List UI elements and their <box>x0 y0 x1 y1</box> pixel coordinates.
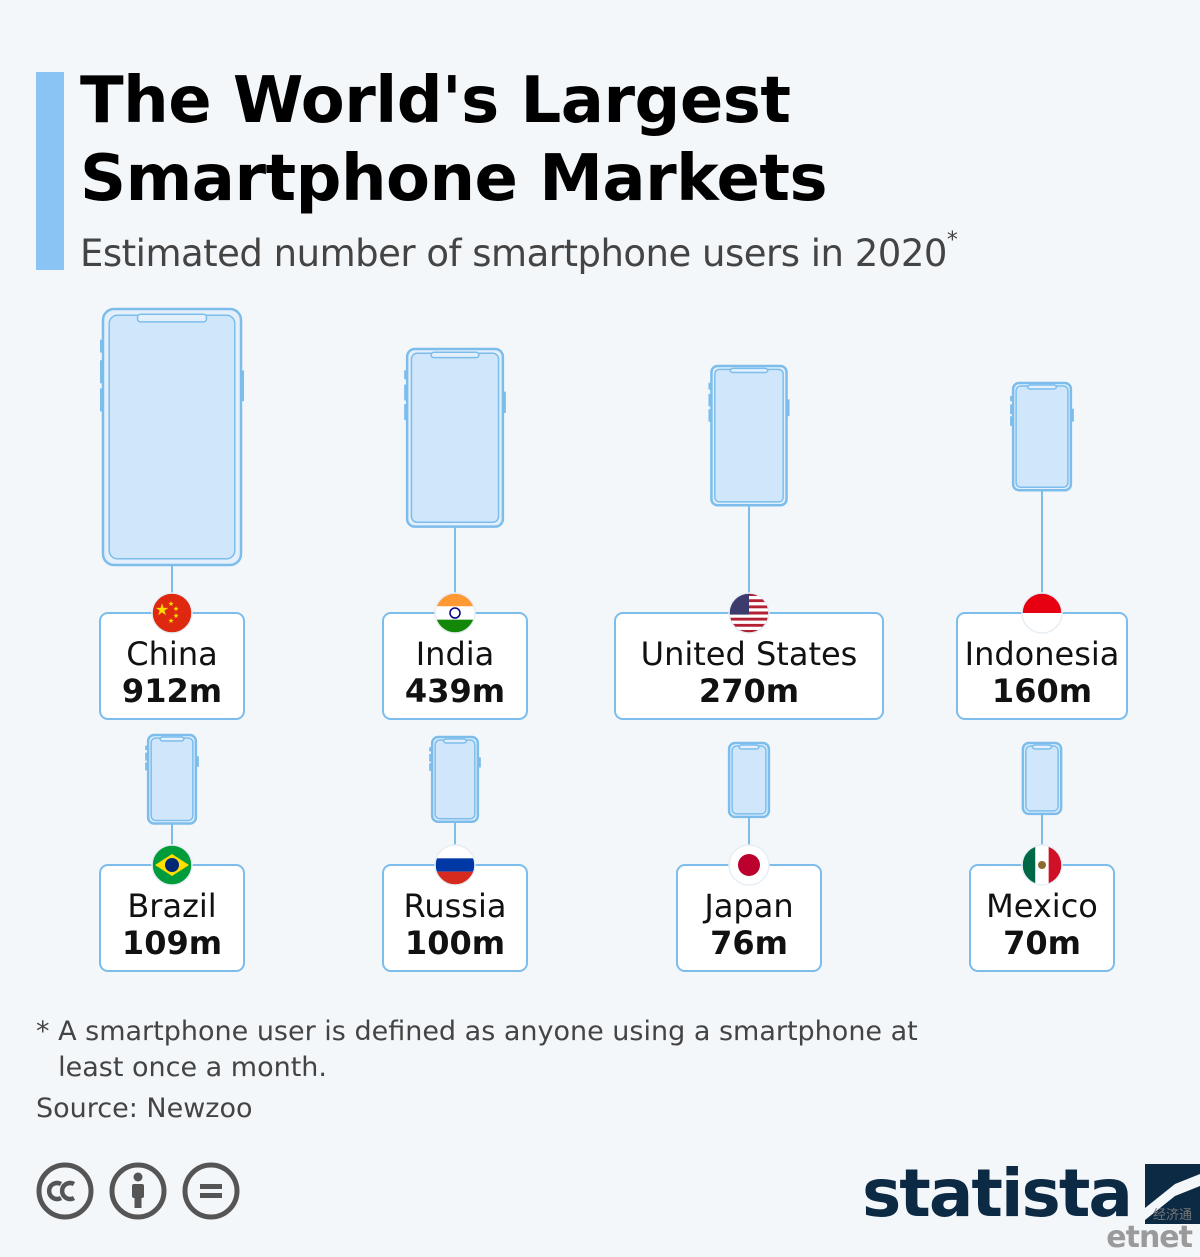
value-label: 160m <box>992 672 1092 710</box>
subtitle: Estimated number of smartphone users in … <box>80 228 958 275</box>
statista-logo-icon <box>1144 1163 1200 1224</box>
value-label: 109m <box>122 924 222 962</box>
country-label: Brazil <box>127 887 216 925</box>
country-label: Japan <box>702 887 793 925</box>
phone-icon <box>727 741 771 819</box>
cc-icon[interactable] <box>36 1162 94 1220</box>
value-label: 912m <box>122 672 222 710</box>
phone-icon <box>100 307 244 567</box>
phone-icon <box>429 735 481 824</box>
title-line-2: Smartphone Markets <box>80 142 828 216</box>
china-flag: ★★★★★ <box>152 593 192 633</box>
etnet-watermark: 经济通 etnet <box>1106 1204 1193 1255</box>
country-label: China <box>126 635 217 673</box>
title-accent-bar <box>36 72 64 270</box>
watermark-en: etnet <box>1106 1220 1193 1255</box>
country-label: United States <box>641 635 858 673</box>
japan-flag <box>729 845 769 885</box>
country-label: Indonesia <box>965 635 1120 673</box>
svg-text:★: ★ <box>168 600 174 608</box>
brazil-flag <box>152 845 192 885</box>
country-label: Russia <box>404 887 507 925</box>
no-derivatives-icon[interactable] <box>182 1162 240 1220</box>
attribution-icon[interactable] <box>109 1162 167 1220</box>
svg-text:★: ★ <box>155 600 169 619</box>
page-title: The World's Largest Smartphone Markets <box>80 62 828 218</box>
title-line-1: The World's Largest <box>80 64 791 138</box>
phone-icon <box>145 733 199 825</box>
indonesia-flag <box>1022 593 1062 633</box>
source-text: Source: Newzoo <box>36 1093 253 1124</box>
svg-text:★: ★ <box>173 612 179 620</box>
svg-text:★: ★ <box>173 605 179 613</box>
country-label: India <box>416 635 495 673</box>
statista-brand[interactable]: statista <box>862 1155 1200 1232</box>
subtitle-text: Estimated number of smartphone users in … <box>80 232 947 275</box>
footnote-text: A smartphone user is defined as anyone u… <box>58 1016 918 1083</box>
value-label: 70m <box>1003 924 1081 962</box>
svg-text:★: ★ <box>168 617 174 625</box>
subtitle-footnote-mark: * <box>946 228 958 253</box>
value-label: 270m <box>699 672 799 710</box>
watermark-cn: 经济通 <box>1152 1208 1192 1223</box>
phone-icon <box>1021 741 1063 816</box>
footnote-mark: * <box>36 1016 50 1047</box>
phone-icon <box>1010 381 1074 492</box>
value-label: 76m <box>710 924 788 962</box>
phone-icon <box>404 347 506 528</box>
value-label: 100m <box>405 924 505 962</box>
value-label: 439m <box>405 672 505 710</box>
brand-name: statista <box>862 1155 1133 1232</box>
country-label: Mexico <box>986 887 1098 925</box>
footnote: * A smartphone user is defined as anyone… <box>36 1014 936 1086</box>
license-icons <box>36 1162 240 1220</box>
phone-icon <box>708 364 790 507</box>
